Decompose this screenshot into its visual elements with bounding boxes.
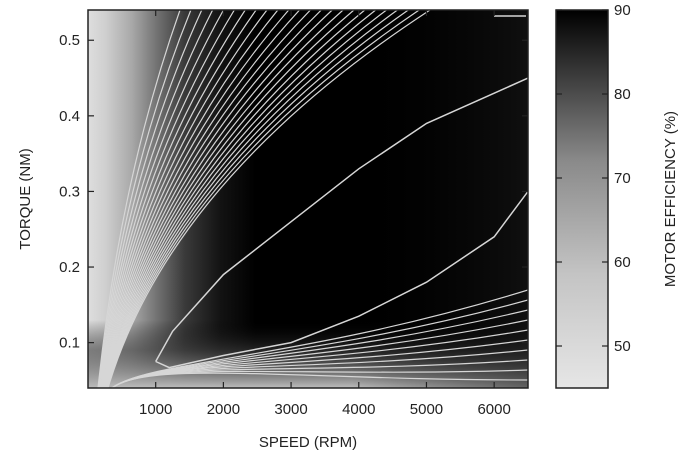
contour-line-left-fan (105, 10, 387, 388)
colorbar-title: MOTOR EFFICIENCY (%) (662, 111, 679, 287)
y-axis-ticks: 0.1 0.2 0.3 0.4 0.5 (59, 32, 528, 352)
contour-line-left-fan (101, 10, 290, 388)
heatmap-layer (88, 10, 528, 388)
contour-line-left-fan (100, 10, 246, 388)
contour-line-left-fan (97, 10, 181, 388)
contour-line-level-89 (155, 77, 528, 362)
x-tick-label: 5000 (410, 401, 443, 418)
heatmap-high-speed-band (88, 10, 528, 388)
x-tick-label: 6000 (477, 401, 510, 418)
x-tick-label: 1000 (139, 401, 172, 418)
contour-line-left-fan (104, 10, 355, 388)
colorbar-tick-label: 70 (614, 170, 631, 187)
contour-line-left-fan (97, 10, 192, 388)
contour-lines (97, 10, 528, 388)
contour-line-left-fan (106, 10, 398, 388)
colorbar-gradient (555, 9, 609, 389)
colorbar-tick-label: 50 (614, 338, 631, 355)
contour-line-left-fan (101, 10, 279, 388)
contour-line-left-fan (99, 10, 235, 388)
plot-area (87, 9, 529, 389)
contour-line-left-fan (102, 10, 311, 388)
plot-frame (87, 9, 529, 389)
y-tick-label: 0.5 (59, 32, 80, 49)
contour-line-left-fan (99, 10, 225, 388)
x-axis-title: SPEED (RPM) (259, 434, 357, 451)
y-tick-label: 0.4 (59, 108, 80, 125)
colorbar-ticks: 50 60 70 80 90 (556, 2, 631, 355)
contour-line-left-fan (103, 10, 344, 388)
contour-line-left-fan (107, 10, 431, 388)
colorbar-tick-label: 80 (614, 86, 631, 103)
x-tick-label: 4000 (342, 401, 375, 418)
contour-line-left-fan (106, 10, 409, 388)
contour-line-left-fan (105, 10, 377, 388)
x-tick-label: 3000 (274, 401, 307, 418)
x-tick-label: 2000 (207, 401, 240, 418)
contour-line-left-fan (98, 10, 214, 388)
x-axis-ticks: 1000 2000 3000 4000 5000 6000 (139, 10, 511, 418)
colorbar-tick-label: 60 (614, 254, 631, 271)
contour-line-level-88 (155, 190, 528, 369)
colorbar-tick-label: 90 (614, 2, 631, 19)
contour-line-left-fan (103, 10, 333, 388)
contour-line-left-fan (103, 10, 322, 388)
contour-line-left-fan (104, 10, 366, 388)
contour-line-lower-right (111, 372, 528, 388)
contour-line-left-fan (102, 10, 301, 388)
y-tick-label: 0.2 (59, 259, 80, 276)
colorbar: 50 60 70 80 90 (555, 2, 631, 389)
y-tick-label: 0.3 (59, 183, 80, 200)
contour-line-left-fan (100, 10, 257, 388)
y-tick-label: 0.1 (59, 335, 80, 352)
contour-line-left-fan (106, 10, 420, 388)
y-axis-title: TORQUE (NM) (17, 148, 34, 249)
contour-line-left-fan (100, 10, 268, 388)
contour-line-left-fan (98, 10, 203, 388)
